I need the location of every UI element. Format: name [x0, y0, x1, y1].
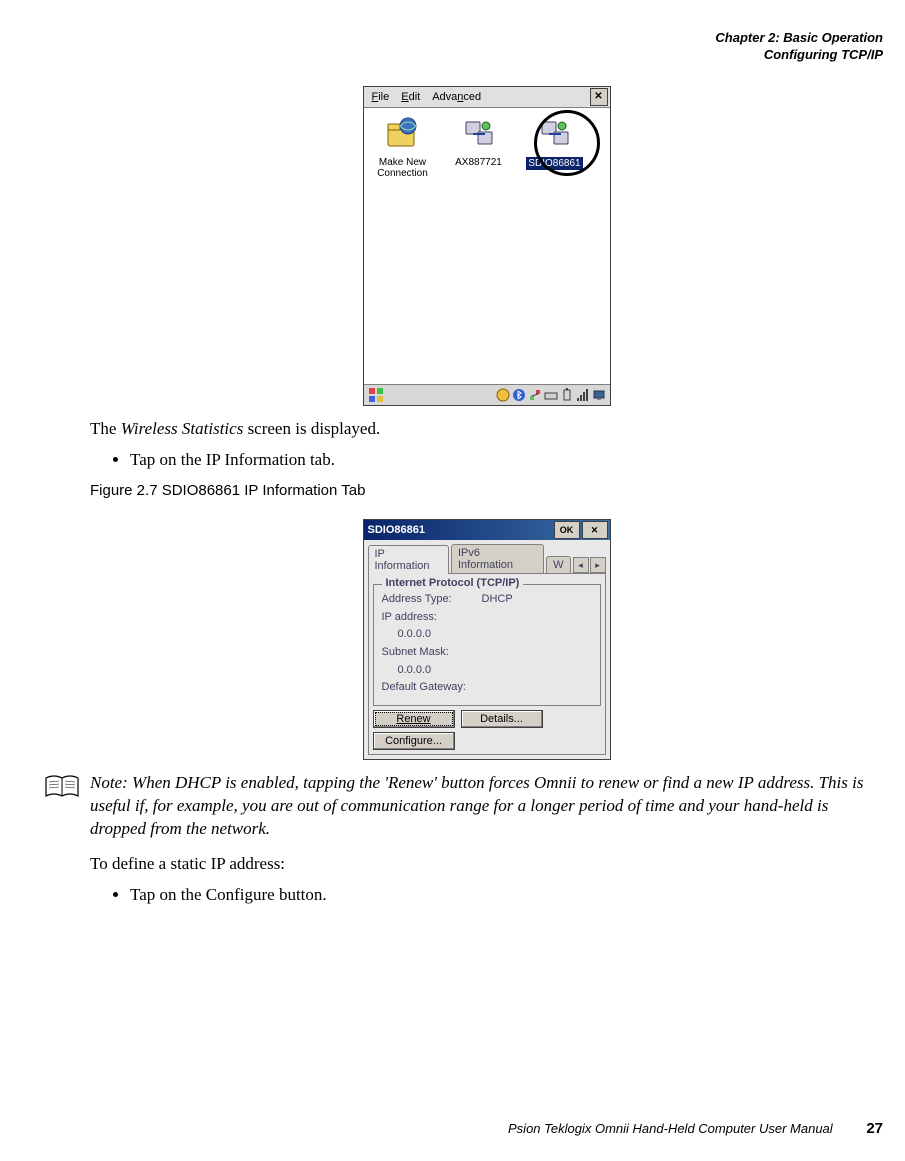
configure-button[interactable]: Configure...: [373, 732, 455, 750]
note-lead: Note:: [90, 773, 132, 792]
figure-connections: File Edit Advanced ✕ Make New Connection: [90, 86, 883, 406]
bullet-configure: Tap on the Configure button.: [130, 882, 883, 908]
label-subnet-mask: Subnet Mask:: [382, 644, 482, 662]
title-bar: SDIO86861 OK ✕: [364, 520, 610, 540]
tcpip-groupbox: Internet Protocol (TCP/IP) Address Type:…: [373, 584, 601, 706]
tray-keyboard-icon[interactable]: [544, 388, 558, 402]
tray-icons: [496, 388, 606, 402]
footer-text: Psion Teklogix Omnii Hand-Held Computer …: [508, 1121, 833, 1136]
tab-scroll-right[interactable]: ▸: [590, 557, 606, 573]
ip-info-dialog: SDIO86861 OK ✕ IP Information IPv6 Infor…: [363, 519, 611, 760]
close-button[interactable]: ✕: [582, 521, 608, 539]
label-address-type: Address Type:: [382, 591, 482, 609]
network-adapter-icon: [538, 116, 572, 150]
page: Chapter 2: Basic Operation Configuring T…: [0, 0, 905, 1161]
label-default-gateway: Default Gateway:: [382, 679, 482, 697]
connections-body: Make New Connection AX887721: [364, 108, 610, 384]
bullet-ip-information: Tap on the IP Information tab.: [130, 447, 883, 473]
page-footer: Psion Teklogix Omnii Hand-Held Computer …: [508, 1120, 883, 1137]
menu-bar: File Edit Advanced ✕: [364, 87, 610, 108]
note-text: Note: When DHCP is enabled, tapping the …: [90, 772, 883, 841]
figure-ip-info: SDIO86861 OK ✕ IP Information IPv6 Infor…: [90, 519, 883, 760]
header-chapter: Chapter 2: Basic Operation: [90, 30, 883, 47]
running-header: Chapter 2: Basic Operation Configuring T…: [90, 30, 883, 64]
page-number: 27: [866, 1120, 883, 1137]
paragraph-static-ip: To define a static IP address:: [90, 853, 883, 876]
tray-battery-icon[interactable]: [560, 388, 574, 402]
connections-window: File Edit Advanced ✕ Make New Connection: [363, 86, 611, 406]
paragraph-wireless-stats: The Wireless Statistics screen is displa…: [90, 418, 883, 441]
conn-label: Make New Connection: [370, 157, 436, 179]
label-ip-address: IP address:: [382, 609, 482, 627]
bullet-list-2: Tap on the Configure button.: [90, 882, 883, 908]
ok-button[interactable]: OK: [554, 521, 580, 539]
globe-folder-icon: [386, 116, 420, 150]
start-icon[interactable]: [368, 387, 384, 403]
groupbox-title: Internet Protocol (TCP/IP): [382, 577, 524, 589]
conn-label: AX887721: [446, 157, 512, 168]
menu-file[interactable]: File: [366, 89, 396, 105]
note-block: Note: When DHCP is enabled, tapping the …: [44, 772, 883, 841]
conn-label-selected: SDIO86861: [526, 157, 582, 170]
make-new-connection[interactable]: Make New Connection: [370, 116, 436, 376]
tray-network-icon[interactable]: [528, 388, 542, 402]
tab-panel: Internet Protocol (TCP/IP) Address Type:…: [368, 573, 606, 755]
network-adapter-icon: [462, 116, 496, 150]
tab-ip-information[interactable]: IP Information: [368, 545, 449, 574]
renew-button[interactable]: Renew: [373, 710, 455, 728]
menu-advanced[interactable]: Advanced: [426, 89, 487, 105]
tab-strip: IP Information IPv6 Information W ◂ ▸: [364, 540, 610, 573]
ax887721-connection[interactable]: AX887721: [446, 116, 512, 376]
button-row-2: Configure...: [373, 732, 601, 750]
tab-scroll-left[interactable]: ◂: [573, 557, 589, 573]
details-button[interactable]: Details...: [461, 710, 543, 728]
sdio86861-connection[interactable]: SDIO86861: [522, 116, 588, 376]
value-address-type: DHCP: [482, 591, 513, 609]
tcpip-values: Address Type: DHCP IP address: 0.0.0.0 S…: [382, 591, 592, 697]
book-icon: [44, 774, 80, 800]
tray-signal-icon[interactable]: [576, 388, 590, 402]
note-body: When DHCP is enabled, tapping the 'Renew…: [90, 773, 864, 838]
close-button[interactable]: ✕: [590, 88, 608, 106]
tab-partial[interactable]: W: [546, 556, 570, 573]
bullet-list-1: Tap on the IP Information tab.: [90, 447, 883, 473]
dialog-title: SDIO86861: [368, 524, 552, 536]
value-subnet-mask: 0.0.0.0: [382, 662, 432, 680]
tray-globe-icon[interactable]: [496, 388, 510, 402]
tab-scroll: ◂ ▸: [573, 557, 606, 573]
tray-bluetooth-icon[interactable]: [512, 388, 526, 402]
figure-caption: Figure 2.7 SDIO86861 IP Information Tab: [90, 482, 883, 499]
value-ip-address: 0.0.0.0: [382, 626, 432, 644]
button-row-1: Renew Details...: [373, 710, 601, 728]
tray-desktop-icon[interactable]: [592, 388, 606, 402]
tab-ipv6-information[interactable]: IPv6 Information: [451, 544, 544, 573]
header-section: Configuring TCP/IP: [90, 47, 883, 64]
taskbar: [364, 384, 610, 405]
menu-edit[interactable]: Edit: [395, 89, 426, 105]
